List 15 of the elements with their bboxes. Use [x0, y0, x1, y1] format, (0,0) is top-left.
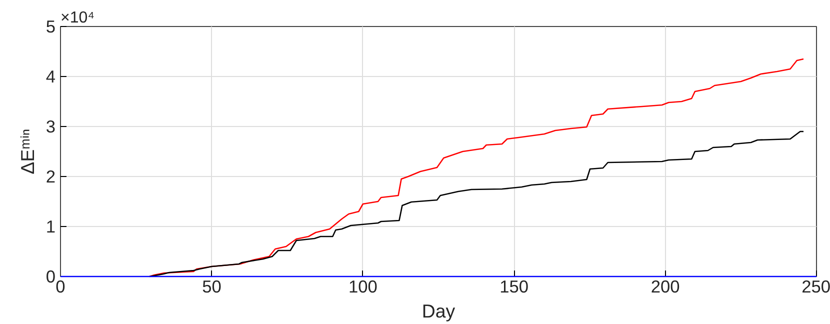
x-tick-label: 200 — [650, 276, 680, 296]
y-tick-label: 2 — [46, 166, 56, 186]
x-tick-label: 250 — [802, 276, 830, 296]
y-tick-label: 5 — [46, 16, 56, 36]
line-series — [148, 58, 804, 278]
y-tick-label: 1 — [46, 216, 56, 236]
line-series — [149, 130, 804, 278]
x-tick-label: 50 — [202, 276, 222, 296]
annotation: ×10⁴ — [60, 10, 95, 26]
x-tick-label: 150 — [500, 276, 529, 296]
y-axis-title: ΔEᵐⁱⁿ — [16, 128, 38, 174]
y-tick-label: 3 — [46, 116, 56, 136]
y-tick-label: 4 — [46, 66, 56, 86]
x-axis-title: Day — [422, 300, 456, 322]
x-tick-label: 100 — [348, 276, 378, 296]
